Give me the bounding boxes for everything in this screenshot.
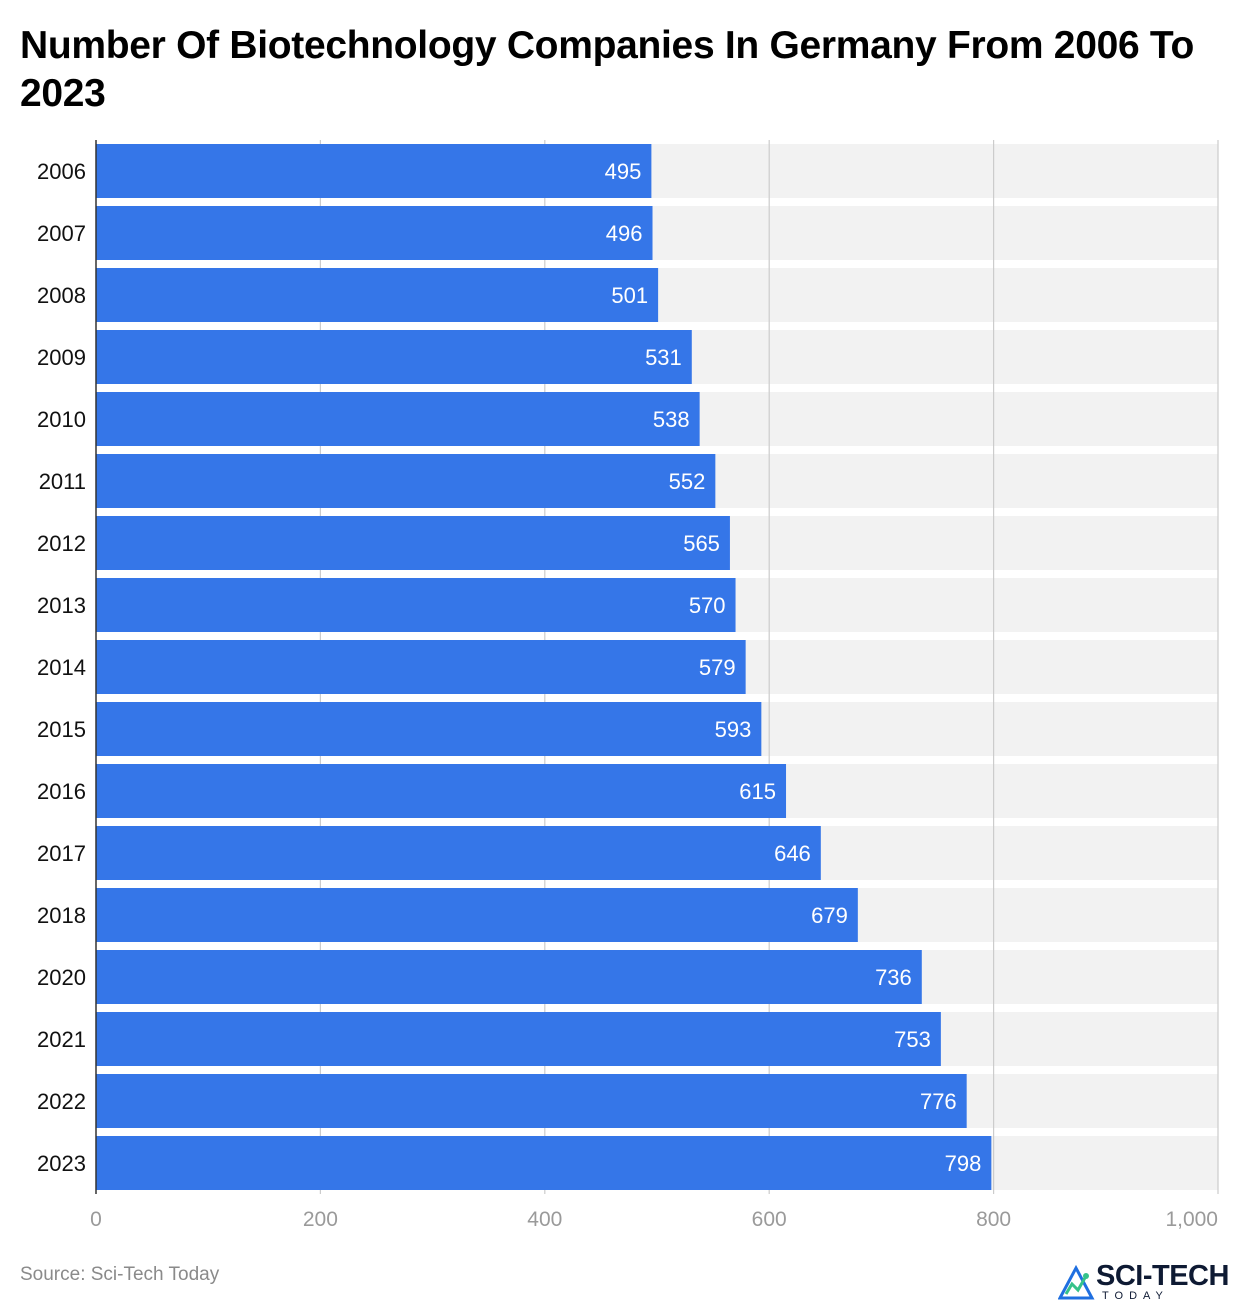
bar: [96, 144, 652, 198]
y-category-label: 2007: [37, 221, 86, 246]
y-axis-labels: 2006 2007 2008 2009 2010 2011 2012 2013 2014 2015…: [37, 159, 86, 1176]
y-category-label: 2006: [37, 159, 86, 184]
sci-tech-today-logo: SCI-TECH TODAY: [1058, 1260, 1234, 1304]
bar-value-label: 552: [669, 469, 706, 494]
bar-value-label: 538: [653, 407, 690, 432]
y-category-label: 2014: [37, 655, 86, 680]
bar: [96, 516, 730, 570]
y-category-label: 2011: [39, 469, 86, 494]
bar: [96, 578, 736, 632]
logo-tagline: TODAY: [1102, 1290, 1169, 1302]
value-labels: 495 496 501 531 538 552 565 570 579 593 615 646 679 7…: [605, 159, 982, 1176]
bar: [96, 764, 787, 818]
y-category-label: 2021: [37, 1027, 86, 1052]
y-category-label: 2022: [37, 1089, 86, 1114]
bar-value-label: 495: [605, 159, 642, 184]
y-category-label: 2020: [37, 965, 86, 990]
bar: [96, 1074, 967, 1128]
logo-mark-icon: [1058, 1264, 1095, 1300]
y-category-label: 2012: [37, 531, 86, 556]
bar-value-label: 646: [774, 841, 811, 866]
bar-value-label: 615: [739, 779, 776, 804]
bar: [96, 392, 700, 446]
x-tick-label: 400: [527, 1208, 562, 1231]
bar-value-label: 736: [875, 965, 912, 990]
bar: [96, 268, 659, 322]
bar: [96, 640, 746, 694]
logo-name: SCI-TECH: [1096, 1260, 1229, 1292]
y-category-label: 2013: [37, 593, 86, 618]
y-category-label: 2010: [37, 407, 86, 432]
y-category-label: 2023: [37, 1151, 86, 1176]
bar-value-label: 565: [683, 531, 720, 556]
bar: [96, 826, 821, 880]
bar-value-label: 753: [894, 1027, 931, 1052]
y-category-label: 2009: [37, 345, 86, 370]
bar: [96, 206, 653, 260]
bar-value-label: 679: [811, 903, 848, 928]
bar-value-label: 570: [689, 593, 726, 618]
bar: [96, 1012, 941, 1066]
bar: [96, 702, 762, 756]
bar: [96, 330, 692, 384]
bar-value-label: 776: [920, 1089, 957, 1114]
bar: [96, 1136, 992, 1190]
source-note: Source: Sci-Tech Today: [20, 1264, 220, 1285]
bar-value-label: 798: [945, 1151, 982, 1176]
bar-chart: 495 496 501 531 538 552 565 570 579 593 615 646 679 7…: [37, 140, 1219, 1231]
chart-title: Number Of Biotechnology Companies In Ger…: [20, 24, 1195, 115]
y-category-label: 2017: [37, 841, 86, 866]
bars: [96, 144, 992, 1190]
bar-value-label: 501: [611, 283, 648, 308]
y-category-label: 2008: [37, 283, 86, 308]
y-category-label: 2016: [37, 779, 86, 804]
bar-value-label: 579: [699, 655, 736, 680]
bar: [96, 950, 922, 1004]
x-tick-label: 600: [752, 1208, 787, 1231]
bar: [96, 454, 716, 508]
x-tick-label: 0: [90, 1208, 102, 1231]
y-category-label: 2018: [37, 903, 86, 928]
bar-value-label: 496: [606, 221, 643, 246]
x-axis-labels: 0 200 400 600 800 1,000: [90, 1208, 1218, 1231]
x-tick-label: 1,000: [1165, 1208, 1218, 1231]
x-tick-label: 800: [976, 1208, 1011, 1231]
bar: [96, 888, 858, 942]
bar-value-label: 593: [715, 717, 752, 742]
x-tick-label: 200: [303, 1208, 338, 1231]
bar-value-label: 531: [645, 345, 682, 370]
y-category-label: 2015: [37, 717, 86, 742]
